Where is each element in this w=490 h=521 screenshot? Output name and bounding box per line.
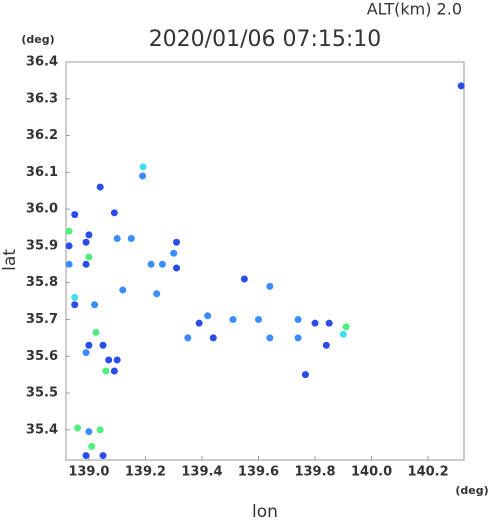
echo-point — [294, 334, 302, 342]
echo-point — [266, 334, 274, 342]
y-tick-label: 35.9 — [26, 238, 58, 253]
x-tick-label: 139.8 — [294, 465, 335, 480]
x-axis-label: lon — [252, 502, 278, 521]
echo-point — [91, 301, 99, 309]
echo-point — [173, 238, 181, 246]
echo-point — [325, 319, 333, 327]
echo-point — [173, 264, 181, 272]
echo-point — [322, 341, 330, 349]
echo-point — [82, 260, 90, 268]
echo-point — [96, 183, 104, 191]
echo-point — [110, 209, 118, 217]
echo-point — [339, 330, 347, 338]
echo-point — [204, 312, 212, 320]
echo-point — [88, 442, 96, 450]
echo-point — [92, 328, 100, 336]
echo-point — [209, 334, 217, 342]
y-unit: (deg) — [21, 33, 54, 46]
echo-point — [195, 319, 203, 327]
x-tick-label: 140.2 — [408, 465, 449, 480]
echo-point — [113, 235, 121, 243]
echo-point — [240, 275, 248, 283]
echo-point — [311, 319, 319, 327]
echo-point — [71, 211, 79, 219]
y-tick-label: 36.0 — [26, 202, 58, 217]
y-tick-label: 36.2 — [26, 128, 58, 143]
echo-point — [139, 172, 147, 180]
echo-point — [170, 249, 178, 257]
echo-point — [74, 424, 82, 432]
x-unit: (deg) — [455, 484, 488, 497]
echo-point — [99, 341, 107, 349]
echo-point — [65, 260, 73, 268]
echo-point — [266, 282, 274, 290]
echo-point — [301, 371, 309, 379]
y-tick-label: 36.4 — [26, 55, 58, 70]
echo-point — [254, 315, 262, 323]
echo-point — [127, 235, 135, 243]
echo-point — [99, 452, 107, 460]
y-tick-label: 35.6 — [26, 349, 58, 364]
y-tick-label: 35.4 — [26, 422, 58, 437]
x-tick-label: 139.4 — [181, 465, 222, 480]
echo-point — [96, 426, 104, 434]
echo-point — [102, 367, 110, 375]
echo-point — [82, 238, 90, 246]
echo-point — [65, 227, 73, 235]
echo-point — [71, 293, 79, 301]
echo-point — [119, 286, 127, 294]
echo-point — [85, 428, 93, 436]
echo-point — [184, 334, 192, 342]
echo-point — [158, 260, 166, 268]
echo-point — [85, 341, 93, 349]
chart-title: 2020/01/06 07:15:10 — [149, 27, 382, 52]
y-tick-label: 35.5 — [26, 386, 58, 401]
echo-point — [105, 356, 113, 364]
echo-point — [85, 253, 93, 261]
echo-point — [85, 231, 93, 239]
echo-point — [139, 163, 147, 171]
y-tick-label: 35.7 — [26, 312, 58, 327]
echo-point — [342, 323, 350, 331]
plot-frame — [65, 61, 465, 461]
x-tick-label: 139.0 — [68, 465, 109, 480]
echo-point — [82, 452, 90, 460]
y-tick-label: 35.8 — [26, 275, 58, 290]
y-tick-label: 36.1 — [26, 165, 58, 180]
echo-point — [229, 315, 237, 323]
echo-point — [71, 301, 79, 309]
echo-point — [82, 349, 90, 357]
echo-point — [457, 82, 465, 90]
echo-point — [153, 290, 161, 298]
y-tick-label: 36.3 — [26, 91, 58, 106]
x-tick-label: 139.2 — [125, 465, 166, 480]
y-axis-label: lat — [0, 249, 20, 271]
echo-point — [294, 315, 302, 323]
echo-point — [65, 242, 73, 250]
x-tick-label: 140.0 — [351, 465, 392, 480]
echo-point — [110, 367, 118, 375]
altitude-label: ALT(km) 2.0 — [367, 0, 462, 19]
echo-point — [113, 356, 121, 364]
echo-point — [147, 260, 155, 268]
x-tick-label: 139.6 — [238, 465, 279, 480]
